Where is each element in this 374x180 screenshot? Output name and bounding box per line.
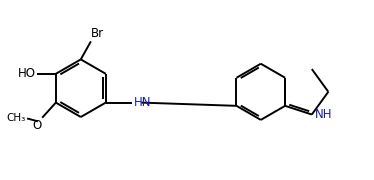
Text: NH: NH (315, 108, 332, 121)
Text: O: O (32, 119, 42, 132)
Text: CH₃: CH₃ (6, 113, 25, 123)
Text: HO: HO (18, 67, 36, 80)
Text: Br: Br (91, 27, 104, 40)
Text: HN: HN (134, 96, 151, 109)
